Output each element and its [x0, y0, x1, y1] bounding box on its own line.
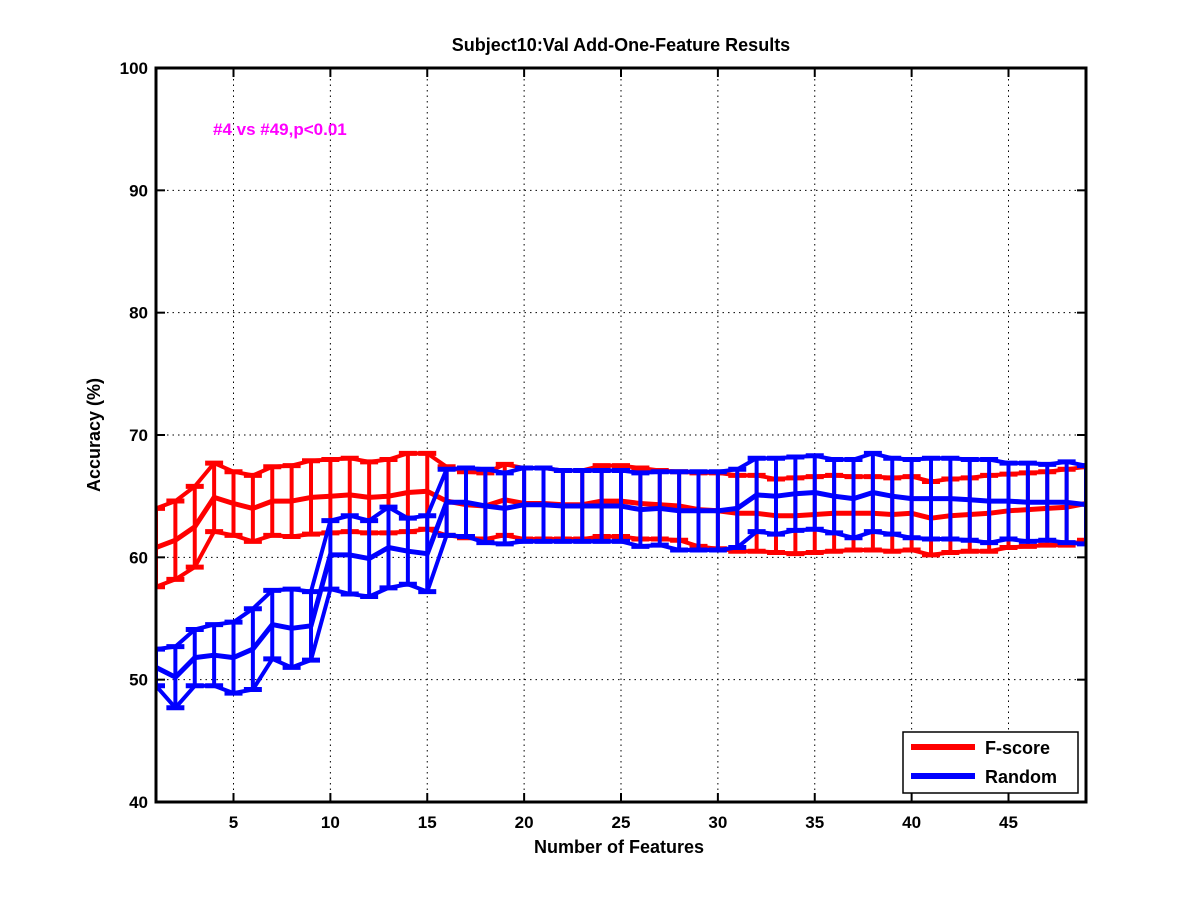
y-tick-label: 100	[120, 59, 148, 78]
significance-annotation: #4 vs #49,p<0.01	[213, 120, 347, 139]
legend: F-score Random	[902, 731, 1079, 794]
legend-label-fscore: F-score	[985, 738, 1050, 758]
legend-box	[902, 731, 1079, 794]
grid-lines	[156, 68, 1086, 802]
series-random	[156, 450, 1086, 711]
x-tick-label: 20	[515, 813, 534, 832]
y-axis-label: Accuracy (%)	[84, 378, 104, 492]
x-tick-label: 5	[229, 813, 238, 832]
y-tick-label: 70	[129, 426, 148, 445]
chart-title: Subject10:Val Add-One-Feature Results	[452, 35, 790, 55]
x-tick-label: 10	[321, 813, 340, 832]
y-tick-label: 80	[129, 304, 148, 323]
y-tick-label: 90	[129, 181, 148, 200]
x-tick-label: 15	[418, 813, 437, 832]
series-layer	[156, 450, 1086, 711]
x-tick-label: 25	[612, 813, 631, 832]
axis-ticks: 5 10 15 20 25 30 35 40 45 40 50 60 70 80 90 100	[120, 59, 1086, 832]
y-tick-label: 40	[129, 793, 148, 812]
x-tick-label: 35	[805, 813, 824, 832]
legend-label-random: Random	[985, 767, 1057, 787]
series-line	[156, 490, 1086, 680]
x-tick-label: 30	[708, 813, 727, 832]
x-axis-label: Number of Features	[534, 837, 704, 857]
y-tick-label: 50	[129, 671, 148, 690]
y-tick-label: 60	[129, 548, 148, 567]
x-tick-label: 45	[999, 813, 1018, 832]
x-tick-label: 40	[902, 813, 921, 832]
